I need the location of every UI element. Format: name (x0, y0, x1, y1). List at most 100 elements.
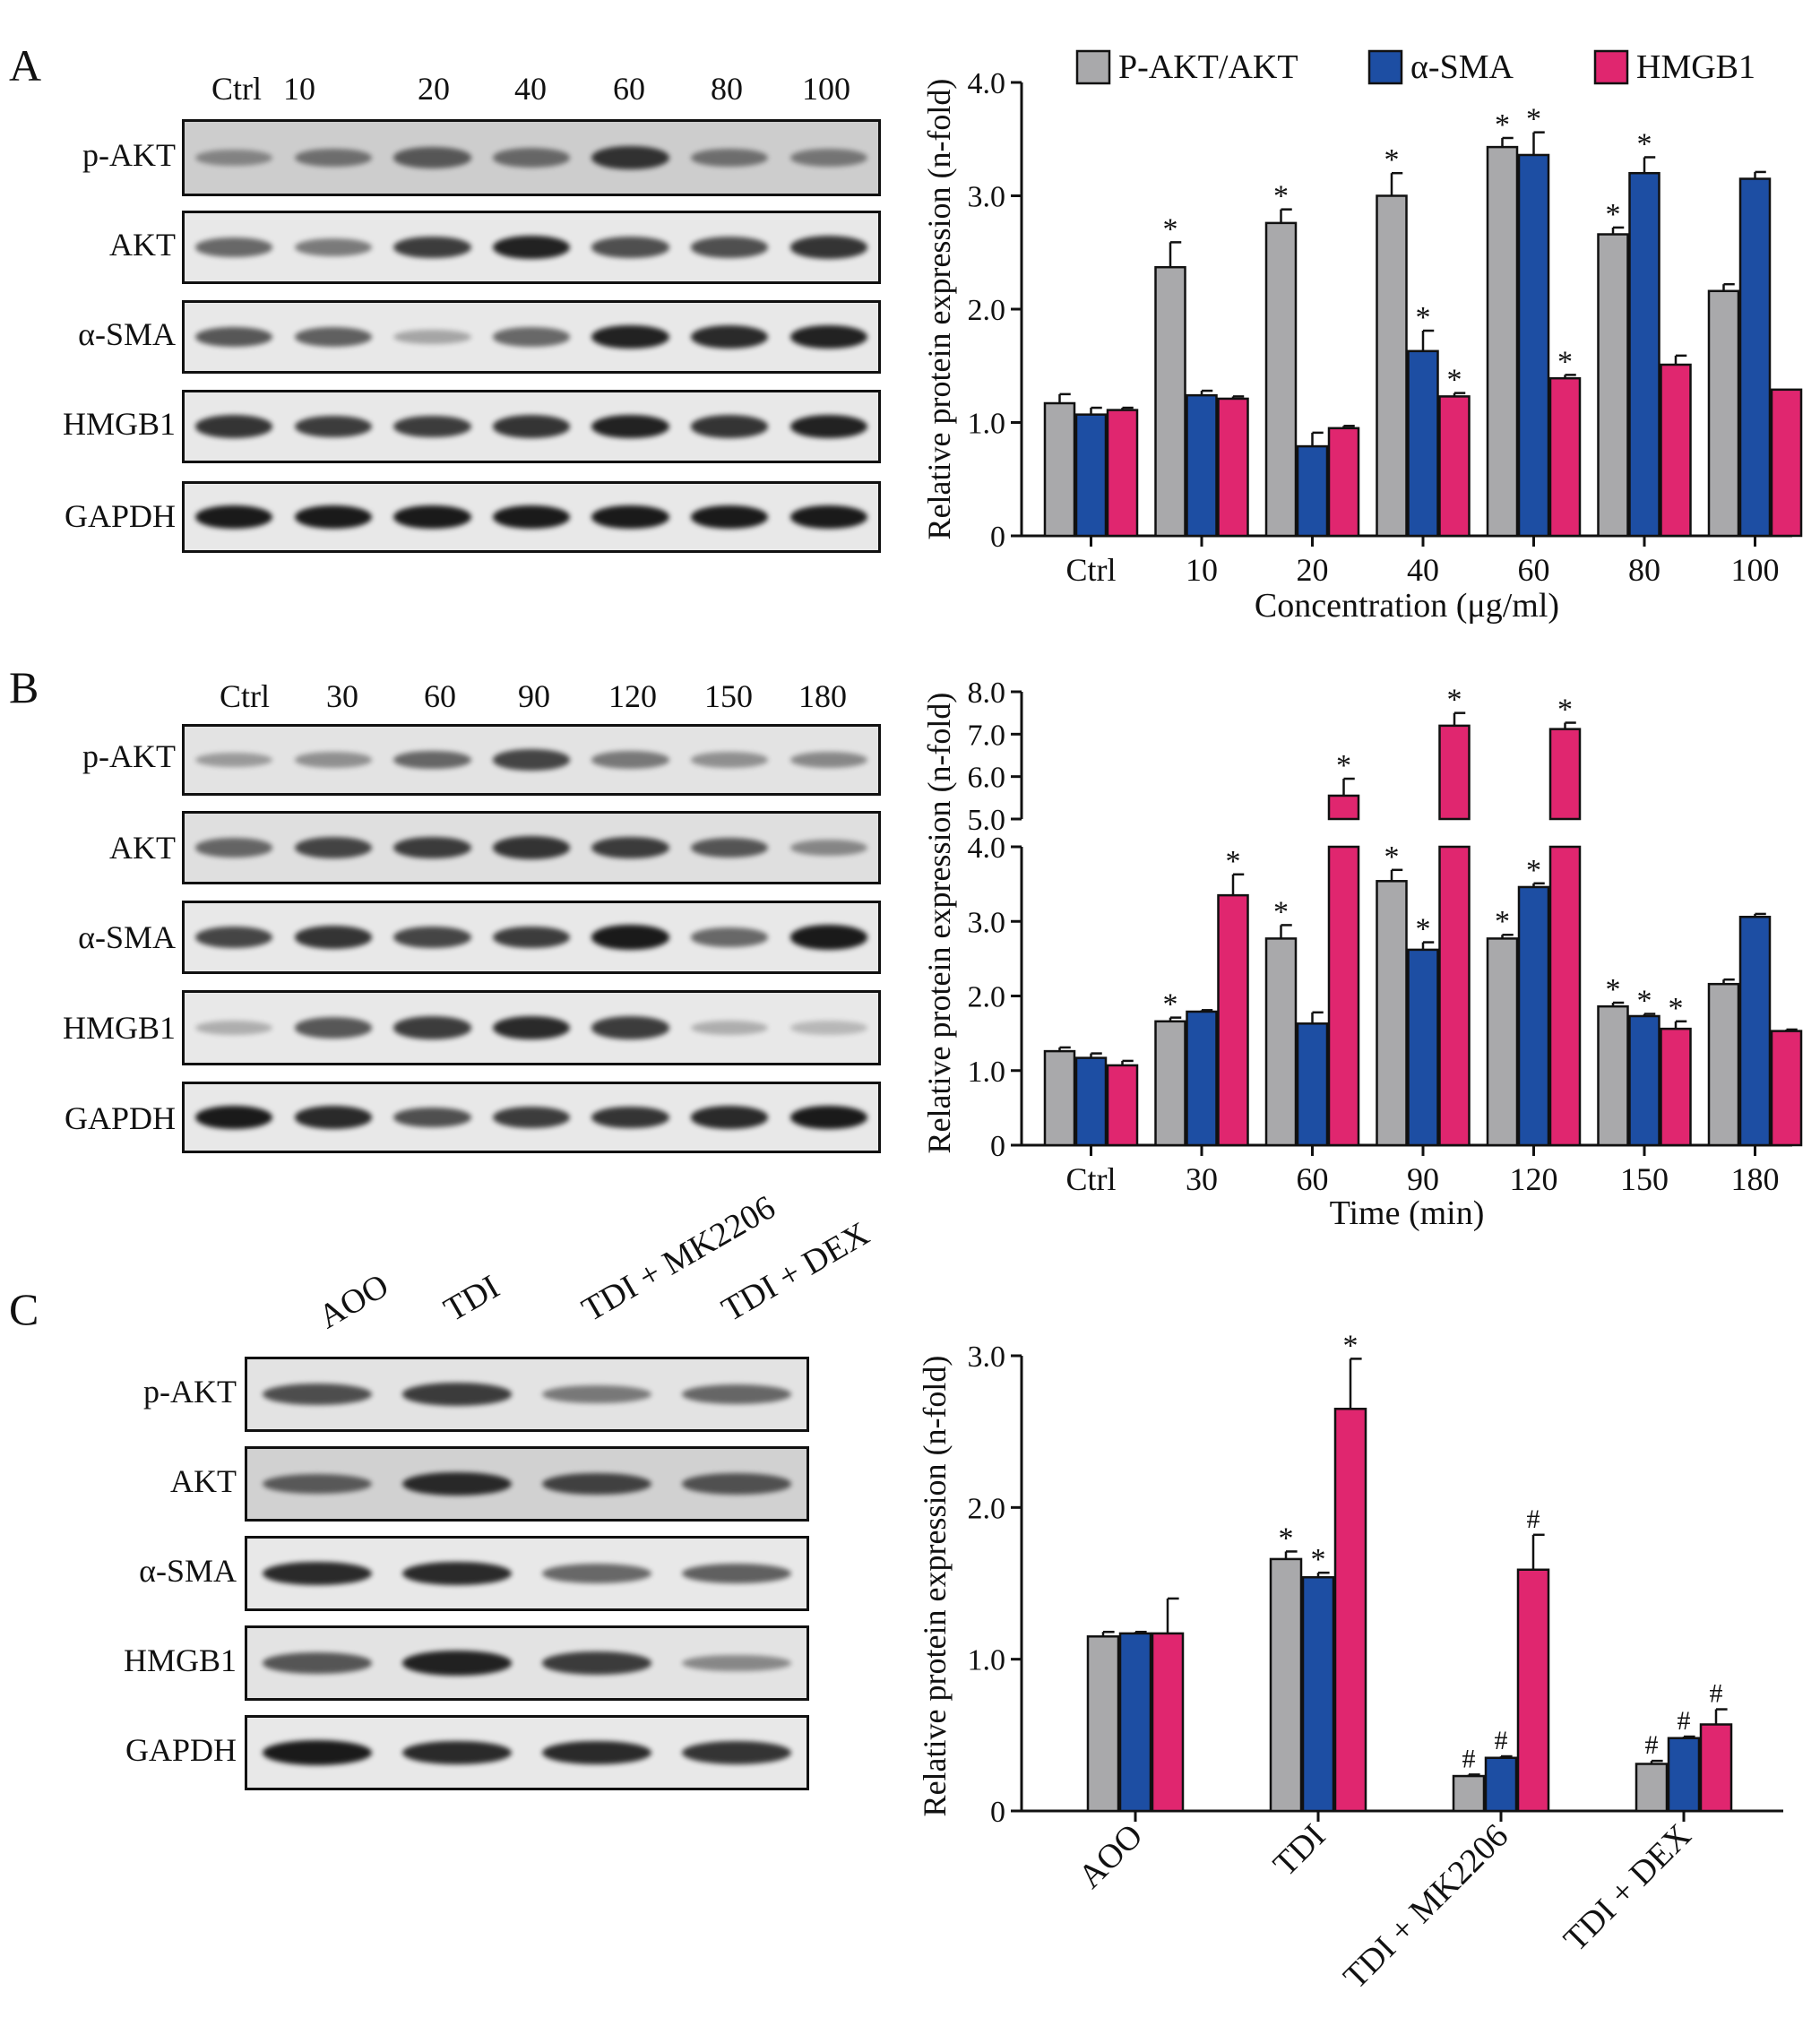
blot-band (789, 148, 867, 168)
blot-strip (245, 1536, 809, 1611)
blot-b-row-label: GAPDH (64, 1100, 176, 1136)
legend-swatch (1075, 49, 1111, 85)
x-axis-title: Time (min) (1330, 1194, 1485, 1232)
blot-b-col-label: Ctrl (219, 678, 270, 714)
blot-strip (182, 1082, 881, 1153)
bar (1707, 289, 1740, 538)
y-tick-label: 1.0 (968, 1644, 1006, 1677)
x-tick-label: Ctrl (1065, 1161, 1116, 1197)
blot-band (263, 1384, 372, 1405)
significance-mark: * (1637, 984, 1652, 1017)
bar (1217, 397, 1249, 538)
bar (1043, 1049, 1076, 1147)
y-tick-label: 3.0 (968, 906, 1006, 939)
blot-strip (182, 990, 881, 1065)
blot-strip (182, 481, 881, 553)
bar (1154, 265, 1186, 538)
bar (1438, 845, 1471, 1147)
significance-mark: * (1163, 988, 1178, 1022)
blot-b-row-label: HMGB1 (62, 1010, 176, 1046)
blot-band (195, 1020, 273, 1036)
bar (1452, 1774, 1486, 1813)
significance-mark: * (1495, 108, 1510, 142)
blot-band (393, 1016, 471, 1039)
blot-b-row-label: α-SMA (78, 919, 176, 955)
y-tick-label: 5.0 (968, 804, 1006, 837)
significance-mark: * (1526, 854, 1541, 887)
bar (1269, 1557, 1303, 1813)
bar (1660, 1027, 1692, 1147)
blot-band (691, 148, 769, 168)
significance-mark: * (1384, 143, 1400, 177)
blot-c-row-label: p-AKT (143, 1374, 237, 1410)
x-tick-label: 150 (1620, 1161, 1669, 1197)
bar (1738, 916, 1772, 1147)
bar (1517, 885, 1550, 1147)
blot-strip (182, 300, 881, 374)
bar (1438, 724, 1471, 821)
blot-band (789, 839, 867, 857)
blot-band (789, 1105, 867, 1130)
x-tick-label: 30 (1186, 1161, 1218, 1197)
legend-label: HMGB1 (1636, 48, 1755, 86)
bar (1517, 153, 1550, 538)
blot-band (492, 327, 571, 347)
significance-mark: * (1447, 364, 1462, 397)
y-tick-label: 7.0 (968, 719, 1006, 752)
blot-b-col-label: 60 (424, 678, 456, 714)
blot-band (789, 504, 867, 530)
blot-band (691, 415, 769, 438)
blot-band (492, 1015, 571, 1040)
blot-band (195, 752, 273, 768)
blot-strip (182, 211, 881, 284)
bar (1597, 233, 1629, 538)
x-tick-label: Ctrl (1065, 552, 1116, 588)
x-tick-label: 40 (1407, 552, 1439, 588)
blot-band (294, 327, 372, 347)
blot-band (492, 148, 571, 168)
bar (1106, 409, 1139, 538)
panel-label-a: A (9, 40, 42, 91)
y-tick-label: 2.0 (968, 981, 1006, 1014)
blot-c-row-label: AKT (170, 1463, 237, 1499)
blot-band (691, 504, 769, 530)
blot-band (591, 145, 669, 170)
blot-c-row-label: α-SMA (139, 1553, 237, 1589)
significance-mark: * (1226, 845, 1241, 878)
y-tick-label: 4.0 (968, 832, 1006, 865)
bar (1074, 1056, 1108, 1147)
blot-band (591, 1106, 669, 1129)
blot-band (393, 415, 471, 438)
significance-mark: * (1526, 103, 1541, 136)
blot-a-col-label: 40 (514, 71, 547, 107)
blot-band (691, 1020, 769, 1036)
bar (1327, 845, 1360, 1147)
blot-band (393, 329, 471, 345)
bar (1264, 221, 1298, 538)
bar (1296, 1022, 1329, 1147)
blot-a-col-label: 80 (711, 71, 743, 107)
blot-b-col-label: 180 (798, 678, 847, 714)
blot-band (263, 1739, 372, 1766)
blot-band (591, 414, 669, 439)
blot-band (393, 147, 471, 168)
significance-mark: * (1163, 212, 1178, 246)
blot-a-row-label: p-AKT (82, 137, 176, 173)
blot-band (591, 836, 669, 859)
bar (1186, 393, 1218, 538)
y-tick-label: 0 (990, 521, 1005, 554)
blot-band (542, 1384, 651, 1404)
blot-b-col-label: 150 (704, 678, 753, 714)
bar (1486, 145, 1519, 538)
blot-band (294, 148, 372, 168)
blot-c-row-label: HMGB1 (123, 1642, 237, 1678)
blot-band (195, 838, 273, 858)
blot-band (682, 1654, 791, 1672)
blot-a-col-label: 60 (613, 71, 645, 107)
blot-strip (245, 1357, 809, 1432)
blot-band (789, 1021, 867, 1035)
bar (1296, 444, 1329, 538)
significance-mark: * (1279, 1522, 1294, 1555)
y-tick-label: 4.0 (968, 67, 1006, 100)
blot-band (789, 925, 867, 950)
